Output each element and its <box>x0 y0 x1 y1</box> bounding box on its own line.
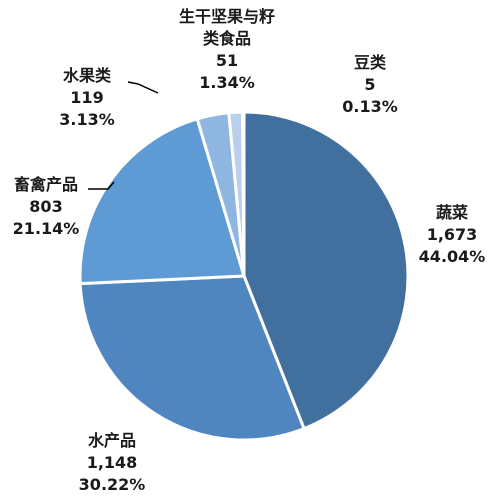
slice-label-line-0-0: 蔬菜 <box>436 203 468 222</box>
slice-label-3: 水果类 119 3.13% <box>59 66 115 129</box>
pie-slice-2 <box>78 117 246 286</box>
slice-label-line-2-2: 21.14% <box>13 219 80 238</box>
slice-label-line-5-2: 0.13% <box>342 97 398 116</box>
slice-label-4: 生干坚果与籽类食品 51 1.34% <box>179 7 275 92</box>
slice-label-line-2-1: 803 <box>29 197 62 216</box>
slice-label-line-2-0: 畜禽产品 <box>14 175 78 194</box>
slice-label-line-3-2: 3.13% <box>59 110 115 129</box>
slice-label-line-4-1: 类食品 <box>203 29 251 48</box>
slice-label-5: 豆类 5 0.13% <box>342 53 398 116</box>
slice-label-line-4-2: 51 <box>216 51 238 70</box>
slice-label-line-5-0: 豆类 <box>354 53 387 72</box>
slice-label-line-3-0: 水果类 <box>63 66 112 85</box>
slice-label-line-3-1: 119 <box>70 88 103 107</box>
slice-label-line-1-1: 1,148 <box>87 453 138 472</box>
slice-label-line-4-0: 生干坚果与籽 <box>179 7 275 26</box>
slice-label-1: 水产品 1,148 30.22% <box>79 431 146 494</box>
slice-label-line-1-0: 水产品 <box>88 431 136 450</box>
leader-line-3 <box>127 81 159 94</box>
slice-label-line-0-1: 1,673 <box>427 225 478 244</box>
leader-line-2 <box>88 181 115 190</box>
slice-label-line-0-2: 44.04% <box>419 247 486 266</box>
pie-slice-5 <box>241 110 246 278</box>
slice-label-line-4-3: 1.34% <box>199 73 255 92</box>
pie-slice-0 <box>242 110 410 431</box>
slice-label-2: 畜禽产品 803 21.14% <box>13 175 80 238</box>
slice-label-line-5-1: 5 <box>364 75 375 94</box>
pie-slice-1 <box>78 274 306 442</box>
slice-label-0: 蔬菜 1,673 44.04% <box>419 203 486 266</box>
slice-label-line-1-2: 30.22% <box>79 475 146 494</box>
